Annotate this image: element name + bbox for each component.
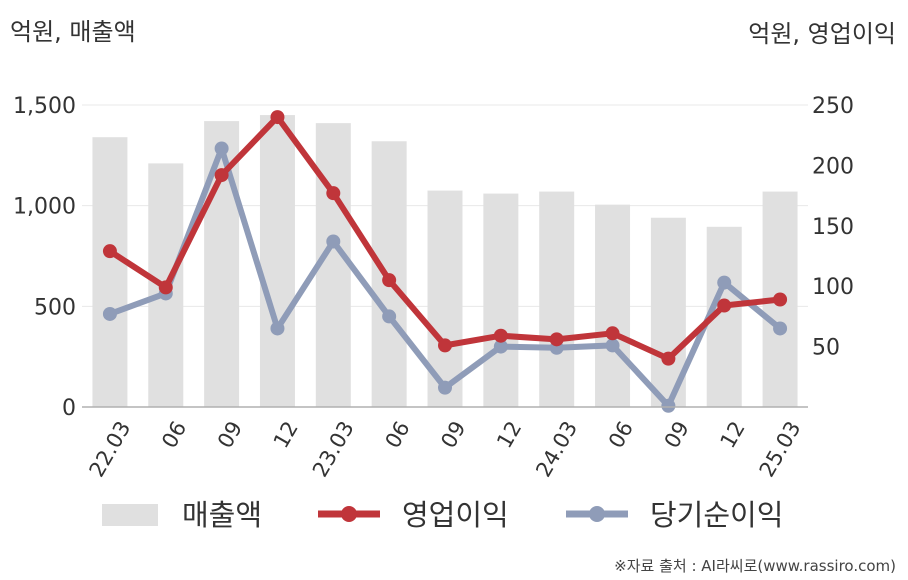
x-tick-label: 12 [492,417,526,452]
data-point [493,339,508,354]
data-point [270,110,285,125]
x-tick-label: 09 [660,417,694,452]
data-point [438,338,452,353]
source-note: ※자료 출처 : AI라씨로(www.rassiro.com) [614,557,896,575]
data-point [438,380,452,395]
data-point [102,306,117,321]
left-tick-label: 1,000 [13,195,76,220]
x-tick-label: 25.03 [755,417,806,481]
legend-label: 당기순이익 [650,498,783,532]
legend-marker [589,506,605,522]
x-tick-label: 22.03 [85,417,136,481]
legend-marker [341,506,357,522]
legend-label: 매출액 [182,498,262,532]
data-point [773,321,788,336]
right-tick-label: 50 [812,336,840,361]
data-point [661,398,676,413]
data-point [326,234,341,249]
data-point [773,292,788,307]
bar [259,115,295,408]
right-tick-label: 100 [812,275,854,300]
x-tick-label: 09 [436,417,470,452]
bar [483,193,519,407]
right-tick-label: 150 [812,215,854,240]
data-point [717,298,732,313]
x-tick-label: 06 [157,417,191,452]
bar [539,191,575,407]
x-tick-label: 09 [213,417,247,452]
data-point [605,338,620,353]
left-tick-label: 0 [62,396,76,421]
data-point [158,280,173,295]
bar [595,204,631,407]
right-axis-unit: 억원, 영업이익 [748,20,896,48]
x-tick-label: 12 [716,417,750,452]
left-axis-unit: 억원, 매출액 [10,18,136,46]
bar [92,137,128,408]
data-point [270,321,285,336]
x-tick-label: 06 [604,417,638,452]
x-tick-label: 24.03 [531,417,582,481]
data-point [382,309,397,324]
left-tick-label: 500 [34,295,76,320]
data-point [214,168,229,183]
data-point [382,273,397,288]
data-point [493,328,508,343]
data-point [102,244,117,259]
x-tick-label: 23.03 [308,417,359,481]
data-point [605,326,620,341]
data-point [214,141,229,156]
left-tick-label: 1,500 [13,94,76,119]
x-tick-label: 12 [269,417,303,452]
data-point [549,332,564,347]
data-point [661,351,676,366]
right-tick-label: 200 [812,154,854,179]
x-tick-label: 06 [380,417,414,452]
legend-label: 영업이익 [402,498,509,532]
legend-swatch [102,504,158,526]
right-tick-label: 250 [812,94,854,119]
data-point [717,275,732,290]
data-point [326,186,341,201]
